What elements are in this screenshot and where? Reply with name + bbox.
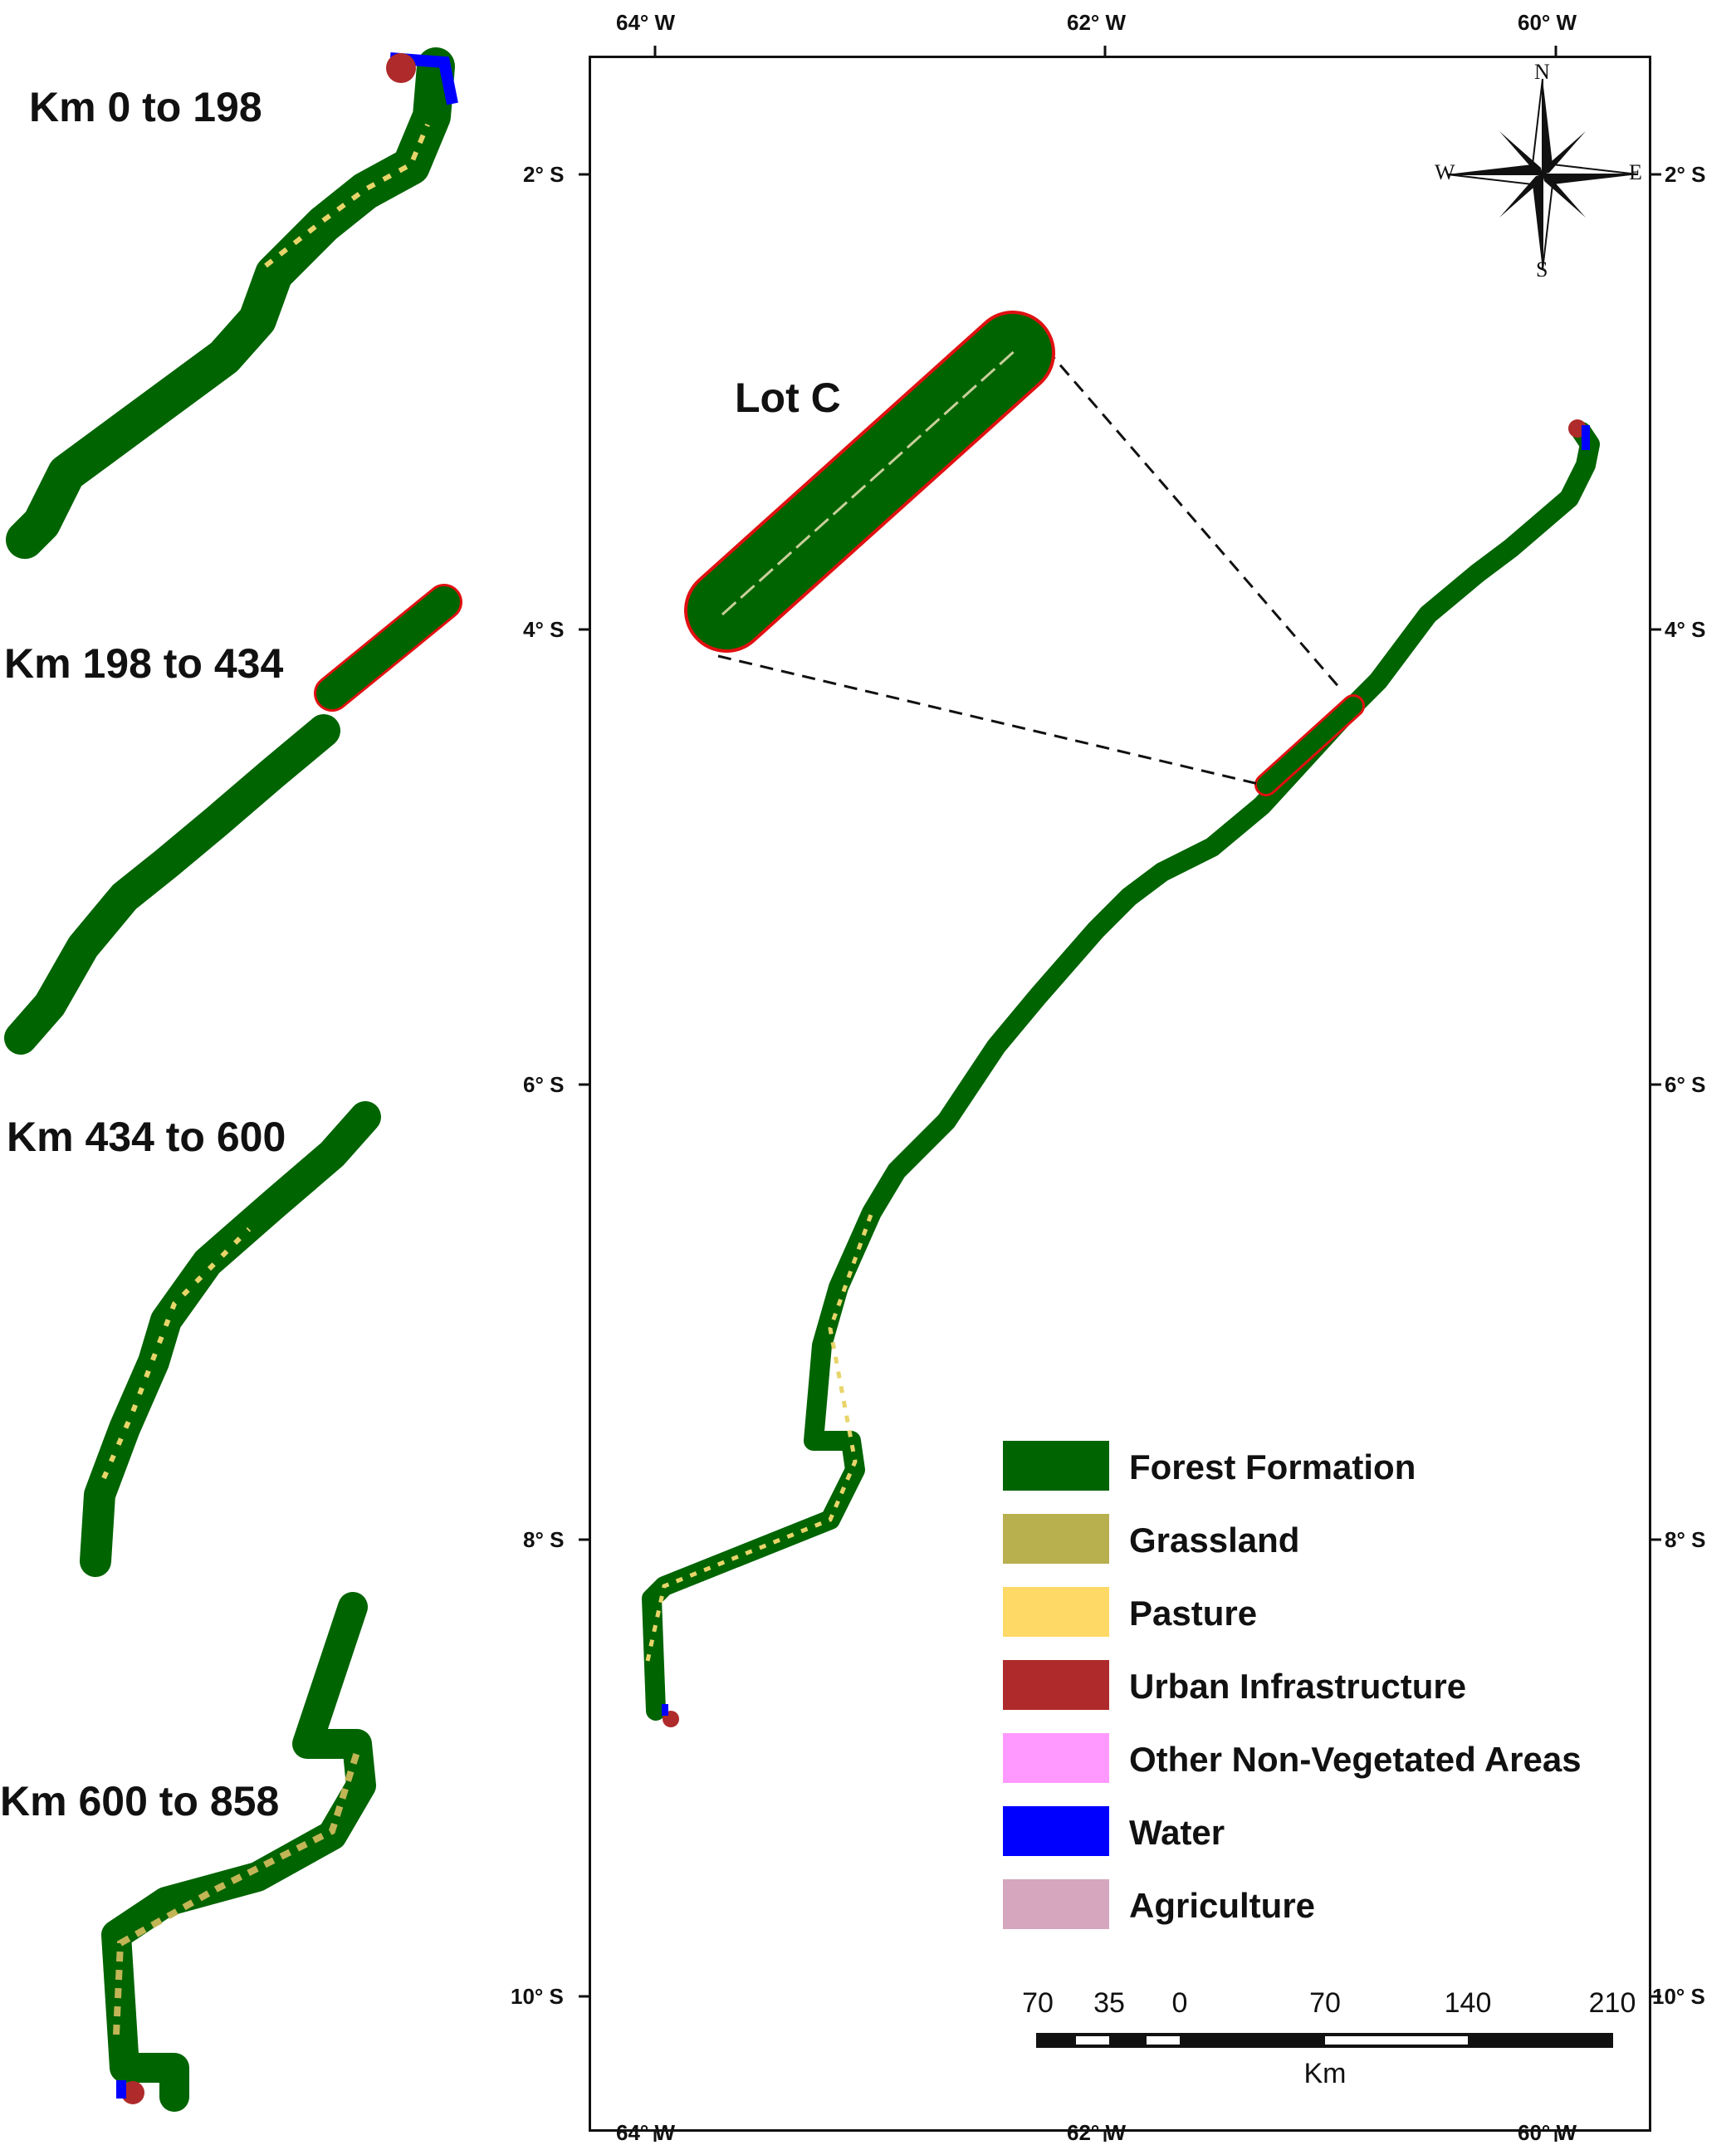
- inset-connector-top: [1044, 348, 1342, 690]
- panel-route-km-434-600: [80, 1101, 381, 1577]
- lat-label-left-6s: 6° S: [523, 1072, 565, 1097]
- scale-tick-35: 35: [1093, 1987, 1125, 2019]
- panel-3-pasture-streak: [101, 1227, 252, 1480]
- lat-label-right-10s: 10° S: [1652, 1984, 1705, 2009]
- lon-label-bottom-64w: 64° W: [616, 2120, 676, 2145]
- panel-1-urban-area: [386, 53, 416, 83]
- panel-4-urban-area: [121, 2081, 144, 2104]
- legend-item-urban-infrastructure: Urban Infrastructure: [1003, 1660, 1667, 1713]
- legend-swatch: [1003, 1514, 1109, 1564]
- main-lot-c-fill: [1257, 697, 1362, 794]
- frame-ticks: [579, 46, 1661, 2142]
- panel-title-km-0-198: Km 0 to 198: [29, 84, 262, 130]
- scale-unit-label: Km: [1303, 2058, 1347, 2089]
- legend-swatch: [1003, 1879, 1109, 1929]
- main-pasture-streak: [645, 1212, 874, 1662]
- lat-label-left-10s: 10° S: [511, 1984, 564, 2009]
- lot-c-inset-road: [721, 347, 1019, 616]
- lon-label-top-62w: 62° W: [1067, 10, 1127, 35]
- legend-label: Agriculture: [1129, 1886, 1316, 1925]
- panel-route-km-0-198: [6, 47, 458, 559]
- legend-item-other-non-vegetated: Other Non-Vegetated Areas: [1003, 1733, 1667, 1786]
- panel-route-km-198-434: [4, 584, 462, 1055]
- legend-swatch: [1003, 1660, 1109, 1710]
- lon-label-bottom-62w: 62° W: [1067, 2120, 1127, 2145]
- lat-label-left-2s: 2° S: [523, 162, 565, 187]
- legend-item-water: Water: [1003, 1806, 1667, 1859]
- lon-label-top-60w: 60° W: [1518, 10, 1577, 35]
- panel-title-km-198-434: Km 198 to 434: [4, 640, 284, 687]
- lat-label-right-6s: 6° S: [1665, 1072, 1706, 1097]
- legend-label: Urban Infrastructure: [1129, 1667, 1467, 1706]
- scale-tick-140: 140: [1444, 1987, 1492, 2019]
- lat-label-left-4s: 4° S: [523, 617, 565, 642]
- main-route: [642, 419, 1600, 1727]
- panel-3-forest-track: [80, 1101, 381, 1577]
- lot-c-inset: [684, 311, 1342, 786]
- compass-south-label: S: [1536, 257, 1548, 282]
- compass-east-label: E: [1629, 160, 1642, 184]
- legend-label: Grassland: [1129, 1521, 1300, 1560]
- main-map-frame: [589, 56, 1651, 2132]
- lot-c-label: Lot C: [735, 375, 841, 421]
- lat-label-right-4s: 4° S: [1665, 617, 1706, 642]
- lat-label-right-2s: 2° S: [1665, 162, 1706, 187]
- panel-4-forest-track: [101, 1592, 376, 2112]
- legend-swatch: [1003, 1441, 1109, 1491]
- lat-label-right-8s: 8° S: [1665, 1527, 1706, 1552]
- legend-swatch: [1003, 1806, 1109, 1856]
- lon-label-top-64w: 64° W: [616, 10, 676, 35]
- legend-label: Other Non-Vegetated Areas: [1129, 1740, 1582, 1779]
- scale-tick-0: 0: [1171, 1987, 1188, 2019]
- legend-label: Pasture: [1129, 1594, 1258, 1633]
- lon-label-bottom-60w: 60° W: [1518, 2120, 1577, 2145]
- panel-4-water-area: [116, 2080, 126, 2099]
- scale-bar: [1036, 2033, 1613, 2048]
- inset-connector-bottom: [717, 654, 1263, 786]
- compass-rose: [1446, 78, 1639, 271]
- main-water-area: [662, 1704, 668, 1716]
- panel-title-km-434-600: Km 434 to 600: [7, 1114, 286, 1160]
- scale-tick-210: 210: [1588, 1987, 1636, 2019]
- legend-item-forest-formation: Forest Formation: [1003, 1441, 1667, 1494]
- main-water-area-north: [1582, 425, 1590, 450]
- compass-north-label: N: [1534, 60, 1550, 84]
- panel-2-forest-track: [4, 714, 340, 1055]
- scale-tick-70: 70: [1309, 1987, 1341, 2019]
- legend-label: Forest Formation: [1129, 1447, 1416, 1486]
- panel-1-forest-track: [6, 47, 455, 559]
- legend-swatch: [1003, 1587, 1109, 1637]
- compass-west-label: W: [1435, 160, 1455, 184]
- panel-2-lot-c-fill: [316, 586, 460, 709]
- panel-route-km-600-858: [101, 1592, 376, 2112]
- scale-tick-70-left: 70: [1022, 1987, 1054, 2019]
- legend-item-grassland: Grassland: [1003, 1514, 1667, 1567]
- main-forest-track: [642, 422, 1600, 1721]
- legend-label: Water: [1129, 1813, 1225, 1852]
- lat-label-left-8s: 8° S: [523, 1527, 565, 1552]
- panel-4-grass-streak: [113, 1751, 360, 2035]
- panel-title-km-600-858: Km 600 to 858: [0, 1778, 280, 1824]
- legend-item-agriculture: Agriculture: [1003, 1879, 1667, 1932]
- legend-item-pasture: Pasture: [1003, 1587, 1667, 1640]
- legend-swatch: [1003, 1733, 1109, 1783]
